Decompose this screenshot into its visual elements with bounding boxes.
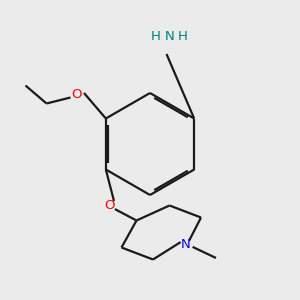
Text: H: H [151, 29, 161, 43]
Text: O: O [104, 199, 115, 212]
Text: O: O [71, 88, 82, 101]
Text: N: N [181, 238, 191, 251]
Text: H: H [178, 29, 188, 43]
Text: N: N [165, 29, 174, 43]
